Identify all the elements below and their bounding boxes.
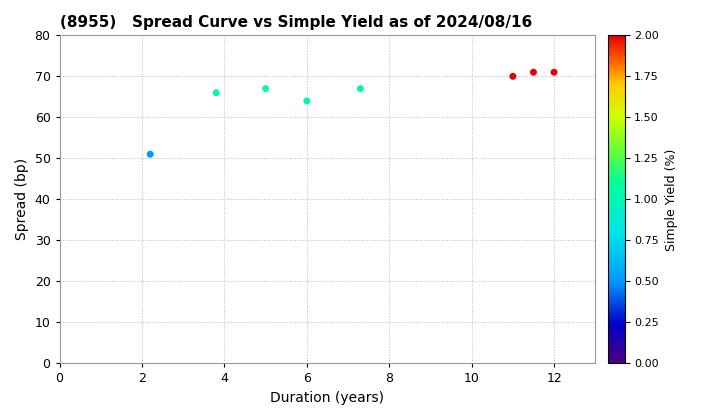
- Point: [507, 73, 518, 80]
- Point: [260, 85, 271, 92]
- Y-axis label: Spread (bp): Spread (bp): [15, 158, 29, 240]
- Point: [301, 97, 312, 104]
- Text: (8955)   Spread Curve vs Simple Yield as of 2024/08/16: (8955) Spread Curve vs Simple Yield as o…: [60, 15, 532, 30]
- Point: [210, 89, 222, 96]
- Point: [145, 151, 156, 158]
- Point: [355, 85, 366, 92]
- Y-axis label: Simple Yield (%): Simple Yield (%): [665, 148, 678, 251]
- Point: [528, 69, 539, 76]
- Point: [549, 69, 560, 76]
- X-axis label: Duration (years): Duration (years): [271, 391, 384, 405]
